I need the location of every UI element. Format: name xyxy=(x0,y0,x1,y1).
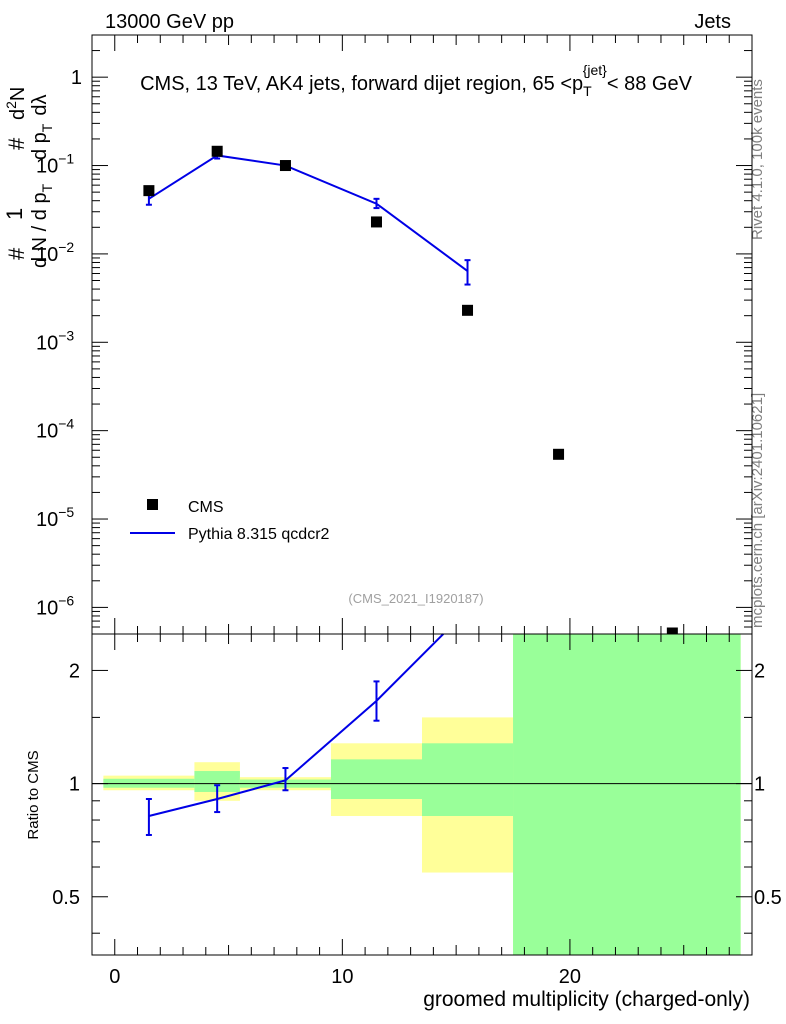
title-suffix: < 88 GeV xyxy=(607,73,693,95)
cms-data-point xyxy=(553,449,564,460)
y-tick-label: 10−3 xyxy=(36,327,74,354)
ratio-y-tick-label-left: 2 xyxy=(69,660,80,682)
y-tick-label: 10−2 xyxy=(36,239,74,266)
y-tick-label: 10−1 xyxy=(36,151,74,178)
x-tick-label: 10 xyxy=(331,966,353,988)
y-tick-label: 1 xyxy=(71,67,82,89)
cms-data-point xyxy=(212,146,223,157)
ylabel-one: 1 xyxy=(2,208,27,220)
cms-data-point xyxy=(280,160,291,171)
title-superscript: {jet} xyxy=(583,62,607,78)
legend-pythia-label: Pythia 8.315 qcdcr2 xyxy=(188,526,330,543)
figure: 13000 GeV pp Jets CMS, 13 TeV, AK4 jets,… xyxy=(0,0,786,1024)
ratio-y-tick-label-right: 2 xyxy=(754,660,765,682)
header-right: Jets xyxy=(694,11,731,33)
pythia-line xyxy=(149,155,468,271)
y-tick-label: 10−4 xyxy=(36,416,74,443)
y-tick-label: 10−6 xyxy=(36,592,74,619)
legend-cms-marker xyxy=(147,499,158,510)
chart-title: CMS, 13 TeV, AK4 jets, forward dijet reg… xyxy=(140,62,692,99)
analysis-tag: (CMS_2021_I1920187) xyxy=(348,591,483,606)
x-tick-label: 0 xyxy=(109,966,120,988)
cms-data-point xyxy=(371,216,382,227)
main-panel: 1 10−1 10−2 10−3 10−4 10−5 10−6 xyxy=(36,35,752,639)
main-plot-frame xyxy=(92,35,752,634)
ratio-band-green xyxy=(331,759,422,799)
ratio-y-tick-label-right: 0.5 xyxy=(754,887,782,909)
title-prefix: CMS, 13 TeV, AK4 jets, forward dijet reg… xyxy=(140,73,583,95)
ylabel-hash-2: # xyxy=(4,137,29,150)
x-axis-label: groomed multiplicity (charged-only) xyxy=(423,988,750,1011)
cms-data-point xyxy=(143,185,154,196)
ylabel-dpt-dlambda: d pTdλ xyxy=(29,95,55,161)
ratio-y-tick-label-left: 0.5 xyxy=(52,887,80,909)
title-subscript: T xyxy=(583,83,592,99)
ratio-y-tick-label-left: 1 xyxy=(69,774,80,796)
header-left: 13000 GeV pp xyxy=(105,11,234,33)
x-tick-label: 20 xyxy=(559,966,581,988)
cms-data-point xyxy=(462,305,473,316)
legend: CMS Pythia 8.315 qcdcr2 xyxy=(130,499,330,543)
ratio-panel: 0.5 0.51 12 20 10 20 xyxy=(52,634,782,988)
ratio-band-green xyxy=(422,743,513,816)
ylabel-hash-1: # xyxy=(4,247,29,260)
legend-cms-label: CMS xyxy=(188,499,224,516)
ratio-band-green xyxy=(513,634,741,955)
ratio-y-tick-label-right: 1 xyxy=(754,774,765,796)
ylabel-d2n: d2N xyxy=(3,87,29,120)
y-tick-label: 10−5 xyxy=(36,504,74,531)
ratio-ylabel: Ratio to CMS xyxy=(25,750,42,839)
